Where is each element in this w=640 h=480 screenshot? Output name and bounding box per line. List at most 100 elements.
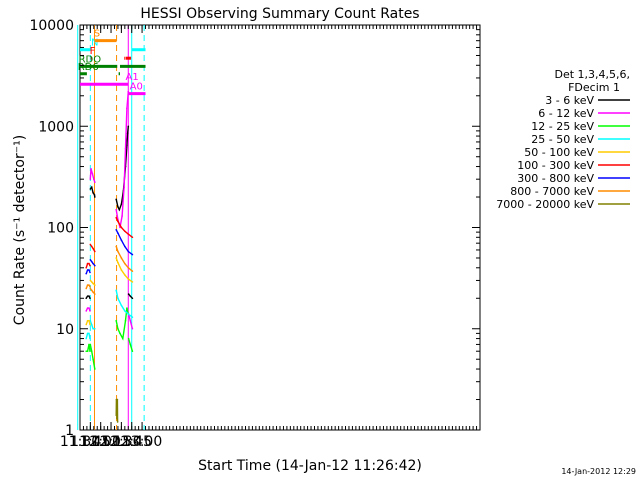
- footer-timestamp: 14-Jan-2012 12:29: [561, 467, 636, 476]
- series-point-0: [126, 144, 128, 146]
- series-point-2: [127, 337, 130, 340]
- x-tick-label: 11:30: [60, 434, 100, 450]
- series-point-2: [129, 343, 132, 346]
- series-point-7: [120, 257, 123, 259]
- series-point-2: [131, 350, 134, 353]
- series-point-4: [117, 261, 119, 264]
- series-point-7: [89, 285, 91, 288]
- series-point-7: [131, 270, 134, 273]
- series-point-4: [131, 281, 134, 283]
- series-point-2: [89, 343, 92, 346]
- legend-header-1: Det 1,3,4,5,6,: [554, 68, 630, 81]
- series-point-7: [127, 266, 130, 269]
- flag-label-a0: A0: [130, 82, 143, 93]
- series-point-8: [115, 414, 118, 417]
- series-point-0: [92, 192, 94, 194]
- series-point-7: [89, 287, 92, 290]
- series-point-2: [89, 350, 91, 353]
- series-point-3: [92, 327, 94, 330]
- series-point-6: [124, 245, 126, 248]
- flag-label-rd6: RD6: [78, 62, 99, 73]
- series-point-4: [124, 274, 126, 276]
- series-point-2: [115, 319, 118, 322]
- series-point-7: [90, 289, 93, 292]
- series-point-1: [129, 319, 132, 322]
- series-point-2: [121, 337, 124, 340]
- series-point-0: [89, 297, 91, 300]
- series-point-5: [88, 262, 90, 265]
- series-point-5: [94, 250, 96, 253]
- x-tick-label: 13:00: [122, 434, 162, 450]
- series-point-1: [124, 147, 127, 150]
- y-tick-label: 1000: [38, 119, 74, 135]
- series-line-2: [89, 344, 96, 370]
- chart-title: HESSI Observing Summary Count Rates: [140, 6, 419, 22]
- flag-label-n: N: [91, 38, 98, 49]
- series-point-3: [94, 327, 96, 330]
- series-point-6: [127, 250, 130, 253]
- series-point-1: [115, 208, 118, 211]
- series-point-1: [94, 181, 96, 184]
- series-point-5: [127, 233, 130, 235]
- series-point-7: [124, 262, 126, 265]
- series-point-0: [115, 198, 118, 201]
- series-line-3: [85, 332, 91, 339]
- series-line-3: [115, 290, 133, 318]
- y-tick-label: 10: [56, 322, 74, 338]
- series-group: [85, 90, 134, 423]
- series-point-6: [90, 260, 93, 263]
- series-point-3: [131, 316, 134, 319]
- series-point-2: [94, 368, 96, 370]
- series-point-0: [85, 297, 88, 300]
- series-point-8: [116, 417, 118, 420]
- series-point-1: [89, 178, 92, 180]
- y-tick-label: 1: [65, 423, 74, 439]
- legend-header-2: FDecim 1: [568, 81, 620, 94]
- series-point-1: [127, 90, 130, 93]
- series-point-3: [85, 337, 88, 340]
- series-point-2: [119, 332, 121, 335]
- series-point-1: [121, 215, 123, 217]
- x-tick-label: 11:45: [70, 434, 110, 450]
- series-point-0: [90, 186, 93, 189]
- series-point-3: [115, 289, 118, 292]
- series-point-0: [127, 293, 130, 295]
- series-point-3: [89, 337, 91, 340]
- series-point-7: [115, 245, 118, 248]
- series-point-4: [89, 279, 92, 282]
- legend-label: 6 - 12 keV: [538, 107, 594, 120]
- legend-label: 50 - 100 keV: [524, 146, 594, 159]
- series-line-2: [86, 344, 91, 352]
- series-line-6: [115, 229, 133, 256]
- flag-label-rdo: RDO: [79, 54, 102, 65]
- series-point-5: [85, 266, 88, 269]
- series-point-8: [116, 421, 119, 423]
- series-point-0: [86, 295, 89, 297]
- series-point-6: [131, 253, 134, 256]
- series-point-7: [86, 284, 89, 286]
- series-point-1: [92, 178, 95, 180]
- series-point-4: [88, 319, 90, 322]
- series-point-3: [124, 310, 126, 312]
- series-point-6: [120, 239, 123, 241]
- series-point-0: [127, 125, 130, 128]
- series-point-4: [94, 284, 96, 286]
- x-tick-label: 12:30: [101, 434, 141, 450]
- series-point-5: [89, 264, 91, 267]
- series-point-0: [126, 132, 129, 135]
- series-point-6: [86, 269, 89, 271]
- series-point-0: [88, 295, 90, 297]
- series-point-3: [90, 323, 93, 326]
- x-tick-label: 12:15: [91, 434, 131, 450]
- series-point-5: [92, 247, 94, 250]
- series-line-3: [89, 320, 95, 330]
- series-point-5: [86, 262, 89, 265]
- y-tick-label: 100: [47, 221, 74, 237]
- series-point-7: [85, 287, 88, 290]
- series-point-3: [127, 313, 130, 315]
- flag-label-s: S: [94, 29, 100, 40]
- series-point-7: [88, 284, 90, 286]
- series-point-4: [89, 323, 91, 326]
- series-point-5: [120, 226, 123, 229]
